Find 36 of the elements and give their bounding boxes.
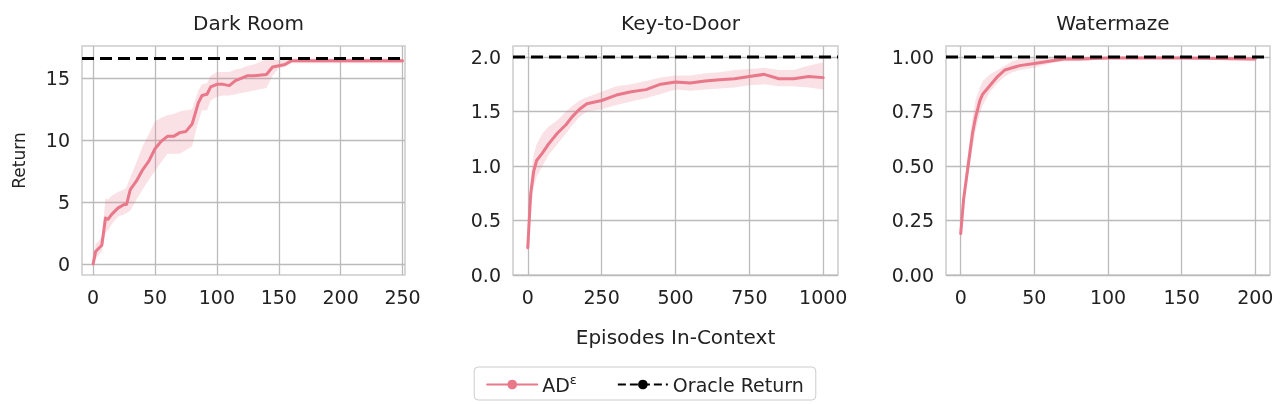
y-tick-label: 0.00	[891, 264, 934, 286]
x-tick-label: 500	[657, 285, 694, 308]
y-axis-title: Return	[8, 132, 29, 189]
x-tick-label: 50	[1022, 285, 1047, 308]
y-tick-label: 5	[57, 190, 70, 213]
x-tick-label: 0	[954, 285, 967, 308]
x-tick-label: 250	[583, 285, 620, 308]
x-tick-label: 200	[1237, 285, 1274, 308]
chart-title: Key-to-Door	[621, 11, 741, 35]
y-tick-label: 15	[45, 67, 70, 90]
x-tick-label: 150	[260, 285, 297, 308]
y-tick-label: 10	[45, 129, 70, 152]
y-tick-label: 0.5	[470, 209, 501, 232]
y-tick-label: 0.25	[891, 209, 934, 232]
y-tick-label: 0.75	[891, 100, 934, 123]
x-tick-label: 0	[87, 285, 100, 308]
chart-title: Watermaze	[1056, 11, 1170, 35]
x-tick-label: 750	[731, 285, 768, 308]
x-tick-label: 250	[384, 285, 421, 308]
x-tick-label: 0	[521, 285, 534, 308]
legend-label: Oracle Return	[672, 373, 804, 396]
x-axis-title: Episodes In-Context	[575, 325, 776, 349]
y-tick-label: 2.0	[470, 45, 501, 68]
y-tick-label: 1.5	[470, 100, 501, 123]
x-tick-label: 100	[1089, 285, 1127, 308]
y-tick-label: 0	[57, 252, 70, 275]
chart-title: Dark Room	[193, 11, 304, 35]
y-tick-label: 0.0	[470, 264, 501, 286]
x-tick-label: 150	[1163, 285, 1200, 308]
x-tick-label: 200	[322, 285, 359, 308]
x-tick-label: 1000	[799, 285, 848, 308]
x-tick-label: 50	[142, 285, 168, 308]
x-tick-label: 100	[198, 285, 236, 308]
y-tick-label: 1.00	[891, 45, 934, 68]
y-tick-label: 0.50	[891, 154, 934, 177]
y-tick-label: 1.0	[470, 154, 501, 177]
